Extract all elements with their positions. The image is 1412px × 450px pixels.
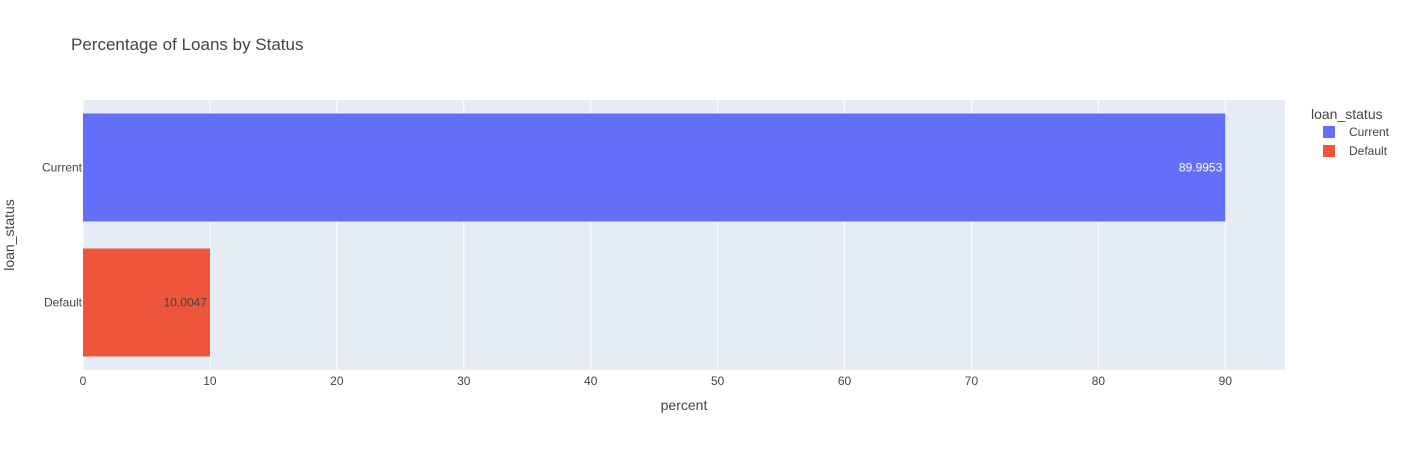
- x-tick-label: 0: [80, 374, 87, 388]
- legend-swatch: [1323, 126, 1335, 138]
- x-tick-label: 50: [711, 374, 725, 388]
- chart-title: Percentage of Loans by Status: [71, 35, 304, 54]
- y-tick-label: Default: [44, 296, 83, 310]
- bar-value-label: 10.0047: [164, 296, 208, 310]
- x-tick-label: 90: [1219, 374, 1233, 388]
- x-axis-title: percent: [661, 397, 708, 413]
- legend-item-label[interactable]: Default: [1349, 144, 1388, 158]
- legend-item-label[interactable]: Current: [1349, 125, 1390, 139]
- legend-title: loan_status: [1311, 106, 1383, 122]
- x-tick-label: 70: [965, 374, 979, 388]
- bar-labels: 89.9953 10.0047: [164, 161, 1223, 310]
- legend: loan_status Current Default: [1311, 106, 1390, 158]
- y-axis-ticks: Current Default: [42, 161, 83, 310]
- x-tick-label: 20: [330, 374, 344, 388]
- x-tick-label: 60: [838, 374, 852, 388]
- bars: [83, 113, 1226, 357]
- legend-swatch: [1323, 145, 1335, 157]
- bar-default: [83, 248, 210, 357]
- y-tick-label: Current: [42, 161, 83, 175]
- y-axis-title: loan_status: [1, 199, 17, 271]
- x-axis-ticks: 0 10 20 30 40 50 60 70 80 90: [80, 374, 1233, 388]
- x-tick-label: 80: [1092, 374, 1106, 388]
- bar-value-label: 89.9953: [1179, 161, 1223, 175]
- x-tick-label: 40: [584, 374, 598, 388]
- bar-current: [83, 113, 1226, 222]
- x-tick-label: 10: [203, 374, 217, 388]
- x-tick-label: 30: [457, 374, 471, 388]
